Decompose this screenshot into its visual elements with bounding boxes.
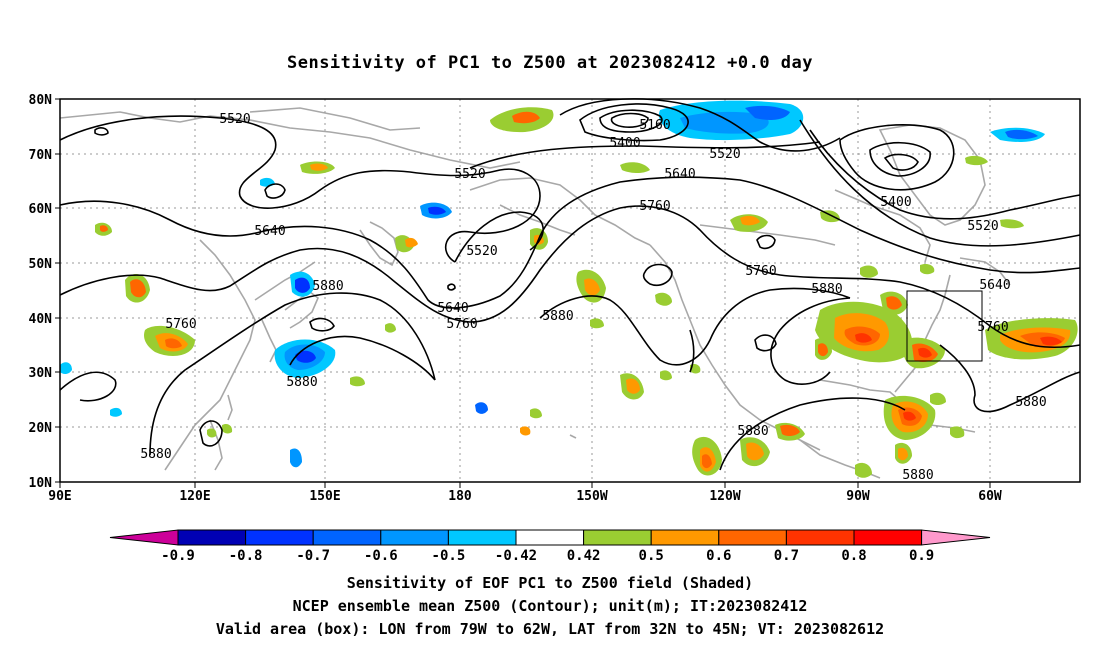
- caption-line: Valid area (box): LON from 79W to 62W, L…: [216, 620, 884, 638]
- lon-axis: 90E 120E 150E 180 150W 120W 90W 60W: [48, 482, 1002, 504]
- lon-tick-label: 120E: [179, 489, 210, 504]
- contour-label: 5520: [967, 219, 998, 234]
- lon-tick-label: 180: [448, 489, 472, 504]
- caption-line: NCEP ensemble mean Z500 (Contour); unit(…: [293, 597, 808, 615]
- colorbar-tick-label: 0.42: [567, 548, 601, 564]
- contour-label: 5400: [880, 195, 911, 210]
- lat-axis: 80N 70N 60N 50N 40N 30N 20N 10N: [29, 93, 60, 491]
- contour-label: 5760: [639, 199, 670, 214]
- contour-label: 5520: [454, 167, 485, 182]
- contour-label: 5880: [1015, 395, 1046, 410]
- lat-tick-label: 50N: [29, 257, 53, 272]
- contour-label: 5880: [902, 468, 933, 483]
- contour-label: 5880: [286, 375, 317, 390]
- colorbar-tick-label: 0.6: [706, 548, 731, 564]
- figure-title: Sensitivity of PC1 to Z500 at 2023082412…: [287, 53, 813, 73]
- colorbar-high-triangle: [921, 529, 991, 546]
- colorbar-tick-label: -0.8: [229, 548, 263, 564]
- colorbar-segment: [312, 529, 382, 546]
- colorbar-tick-label: 0.8: [841, 548, 866, 564]
- colorbar-segment: [650, 529, 720, 546]
- colorbar-segment: [785, 529, 855, 546]
- lon-tick-label: 90E: [48, 489, 71, 504]
- contour-label: 5880: [811, 282, 842, 297]
- contour-labels: 5520 5160 5400 5520 5520 5640 5760 5400 …: [140, 112, 1046, 483]
- caption-line: Sensitivity of EOF PC1 to Z500 field (Sh…: [347, 574, 753, 592]
- lat-tick-label: 20N: [29, 421, 53, 436]
- contour-label: 5760: [977, 320, 1008, 335]
- contour-label: 5880: [737, 424, 768, 439]
- contour-label: 5880: [542, 309, 573, 324]
- colorbar-tick-label: 0.9: [909, 548, 934, 564]
- contour-label: 5160: [639, 118, 670, 133]
- colorbar-segment: [515, 529, 585, 546]
- contour-label: 5520: [219, 112, 250, 127]
- contour-label: 5520: [466, 244, 497, 259]
- colorbar-segment: [583, 529, 652, 546]
- colorbar-low-triangle: [109, 529, 179, 546]
- contour-label: 5880: [312, 279, 343, 294]
- lat-tick-label: 30N: [29, 366, 53, 381]
- lon-tick-label: 150E: [309, 489, 340, 504]
- colorbar-segment: [447, 529, 517, 546]
- colorbar-tick-label: -0.42: [495, 548, 537, 564]
- lat-tick-label: 80N: [29, 93, 53, 108]
- colorbar-tick-label: -0.5: [432, 548, 466, 564]
- colorbar-segment: [380, 529, 449, 546]
- colorbar-tick-label: 0.7: [774, 548, 799, 564]
- colorbar-tick-label: -0.6: [364, 548, 398, 564]
- lat-tick-label: 40N: [29, 312, 53, 327]
- contour-label: 5760: [745, 264, 776, 279]
- lon-tick-label: 60W: [978, 489, 1002, 504]
- lat-tick-label: 60N: [29, 202, 53, 217]
- contour-label: 5880: [140, 447, 171, 462]
- contour-label: 5760: [446, 317, 477, 332]
- colorbar-tick-label: 0.5: [639, 548, 664, 564]
- colorbar: -0.9 -0.8 -0.7 -0.6 -0.5 -0.42 0.42 0.5 0.6 0.7 0.…: [109, 529, 991, 564]
- lat-tick-label: 10N: [29, 476, 53, 491]
- map-frame: [59, 98, 1081, 483]
- contour-label: 5640: [979, 278, 1010, 293]
- contour-label: 5640: [254, 224, 285, 239]
- colorbar-tick-label: -0.7: [296, 548, 330, 564]
- lon-tick-label: 120W: [709, 489, 740, 504]
- lat-tick-label: 70N: [29, 148, 53, 163]
- contour-label: 5520: [709, 147, 740, 162]
- contour-label: 5760: [165, 317, 196, 332]
- colorbar-segment: [245, 529, 314, 546]
- colorbar-segment: [177, 529, 247, 546]
- valid-area-box: [906, 290, 983, 362]
- colorbar-segment: [718, 529, 787, 546]
- colorbar-tick-label: -0.9: [161, 548, 195, 564]
- sensitivity-shading: [60, 100, 1078, 478]
- contour-label: 5400: [609, 136, 640, 151]
- contour-label: 5640: [437, 301, 468, 316]
- z500-contours: [59, 98, 1081, 471]
- colorbar-segment: [853, 529, 923, 546]
- lon-tick-label: 150W: [576, 489, 607, 504]
- map-panel: 5520 5160 5400 5520 5520 5640 5760 5400 …: [59, 98, 1081, 483]
- captions: Sensitivity of EOF PC1 to Z500 field (Sh…: [216, 574, 884, 638]
- contour-label: 5640: [664, 167, 695, 182]
- lon-tick-label: 90W: [846, 489, 870, 504]
